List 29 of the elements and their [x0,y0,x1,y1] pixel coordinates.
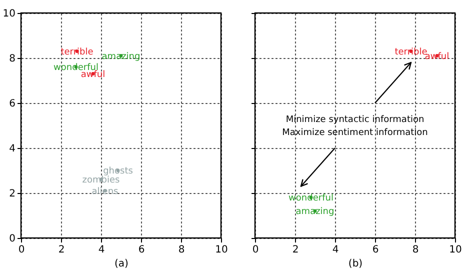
x-tick-label: 2 [292,244,299,256]
x-tick-label: 0 [252,244,259,256]
y-tick-label: 0 [9,234,16,244]
series-label: wonderful [288,194,334,204]
x-tick-label: 4 [332,244,339,256]
x-tick-label: 0 [18,244,25,256]
x-axis-title: (b) [348,258,363,270]
series-label: ghosts [103,166,134,176]
y-tick-label: 4 [9,144,16,154]
series-label: awful [80,70,106,80]
x-axis-title: (a) [114,258,129,270]
annotation: Maximize sentiment information [282,128,428,138]
x-tick-label: 2 [58,244,65,256]
annotation: Minimize syntactic information [286,115,424,125]
x-tick-label: 8 [412,244,419,256]
x-tick-label: 10 [215,244,228,256]
x-tick-label: 6 [138,244,145,256]
series-label: awful [424,52,450,62]
y-tick-label: 6 [9,98,16,110]
series-label: amazing [296,207,334,217]
x-tick-label: 8 [178,244,185,256]
y-tick-label: 8 [9,54,16,64]
series-label: zombies [82,176,120,186]
y-tick-label: 2 [9,188,16,200]
series-label: amazing [102,52,140,62]
x-tick-label: 4 [98,244,105,256]
y-tick-label: 10 [2,8,16,20]
x-tick-label: 10 [449,244,462,256]
x-tick-label: 6 [372,244,379,256]
